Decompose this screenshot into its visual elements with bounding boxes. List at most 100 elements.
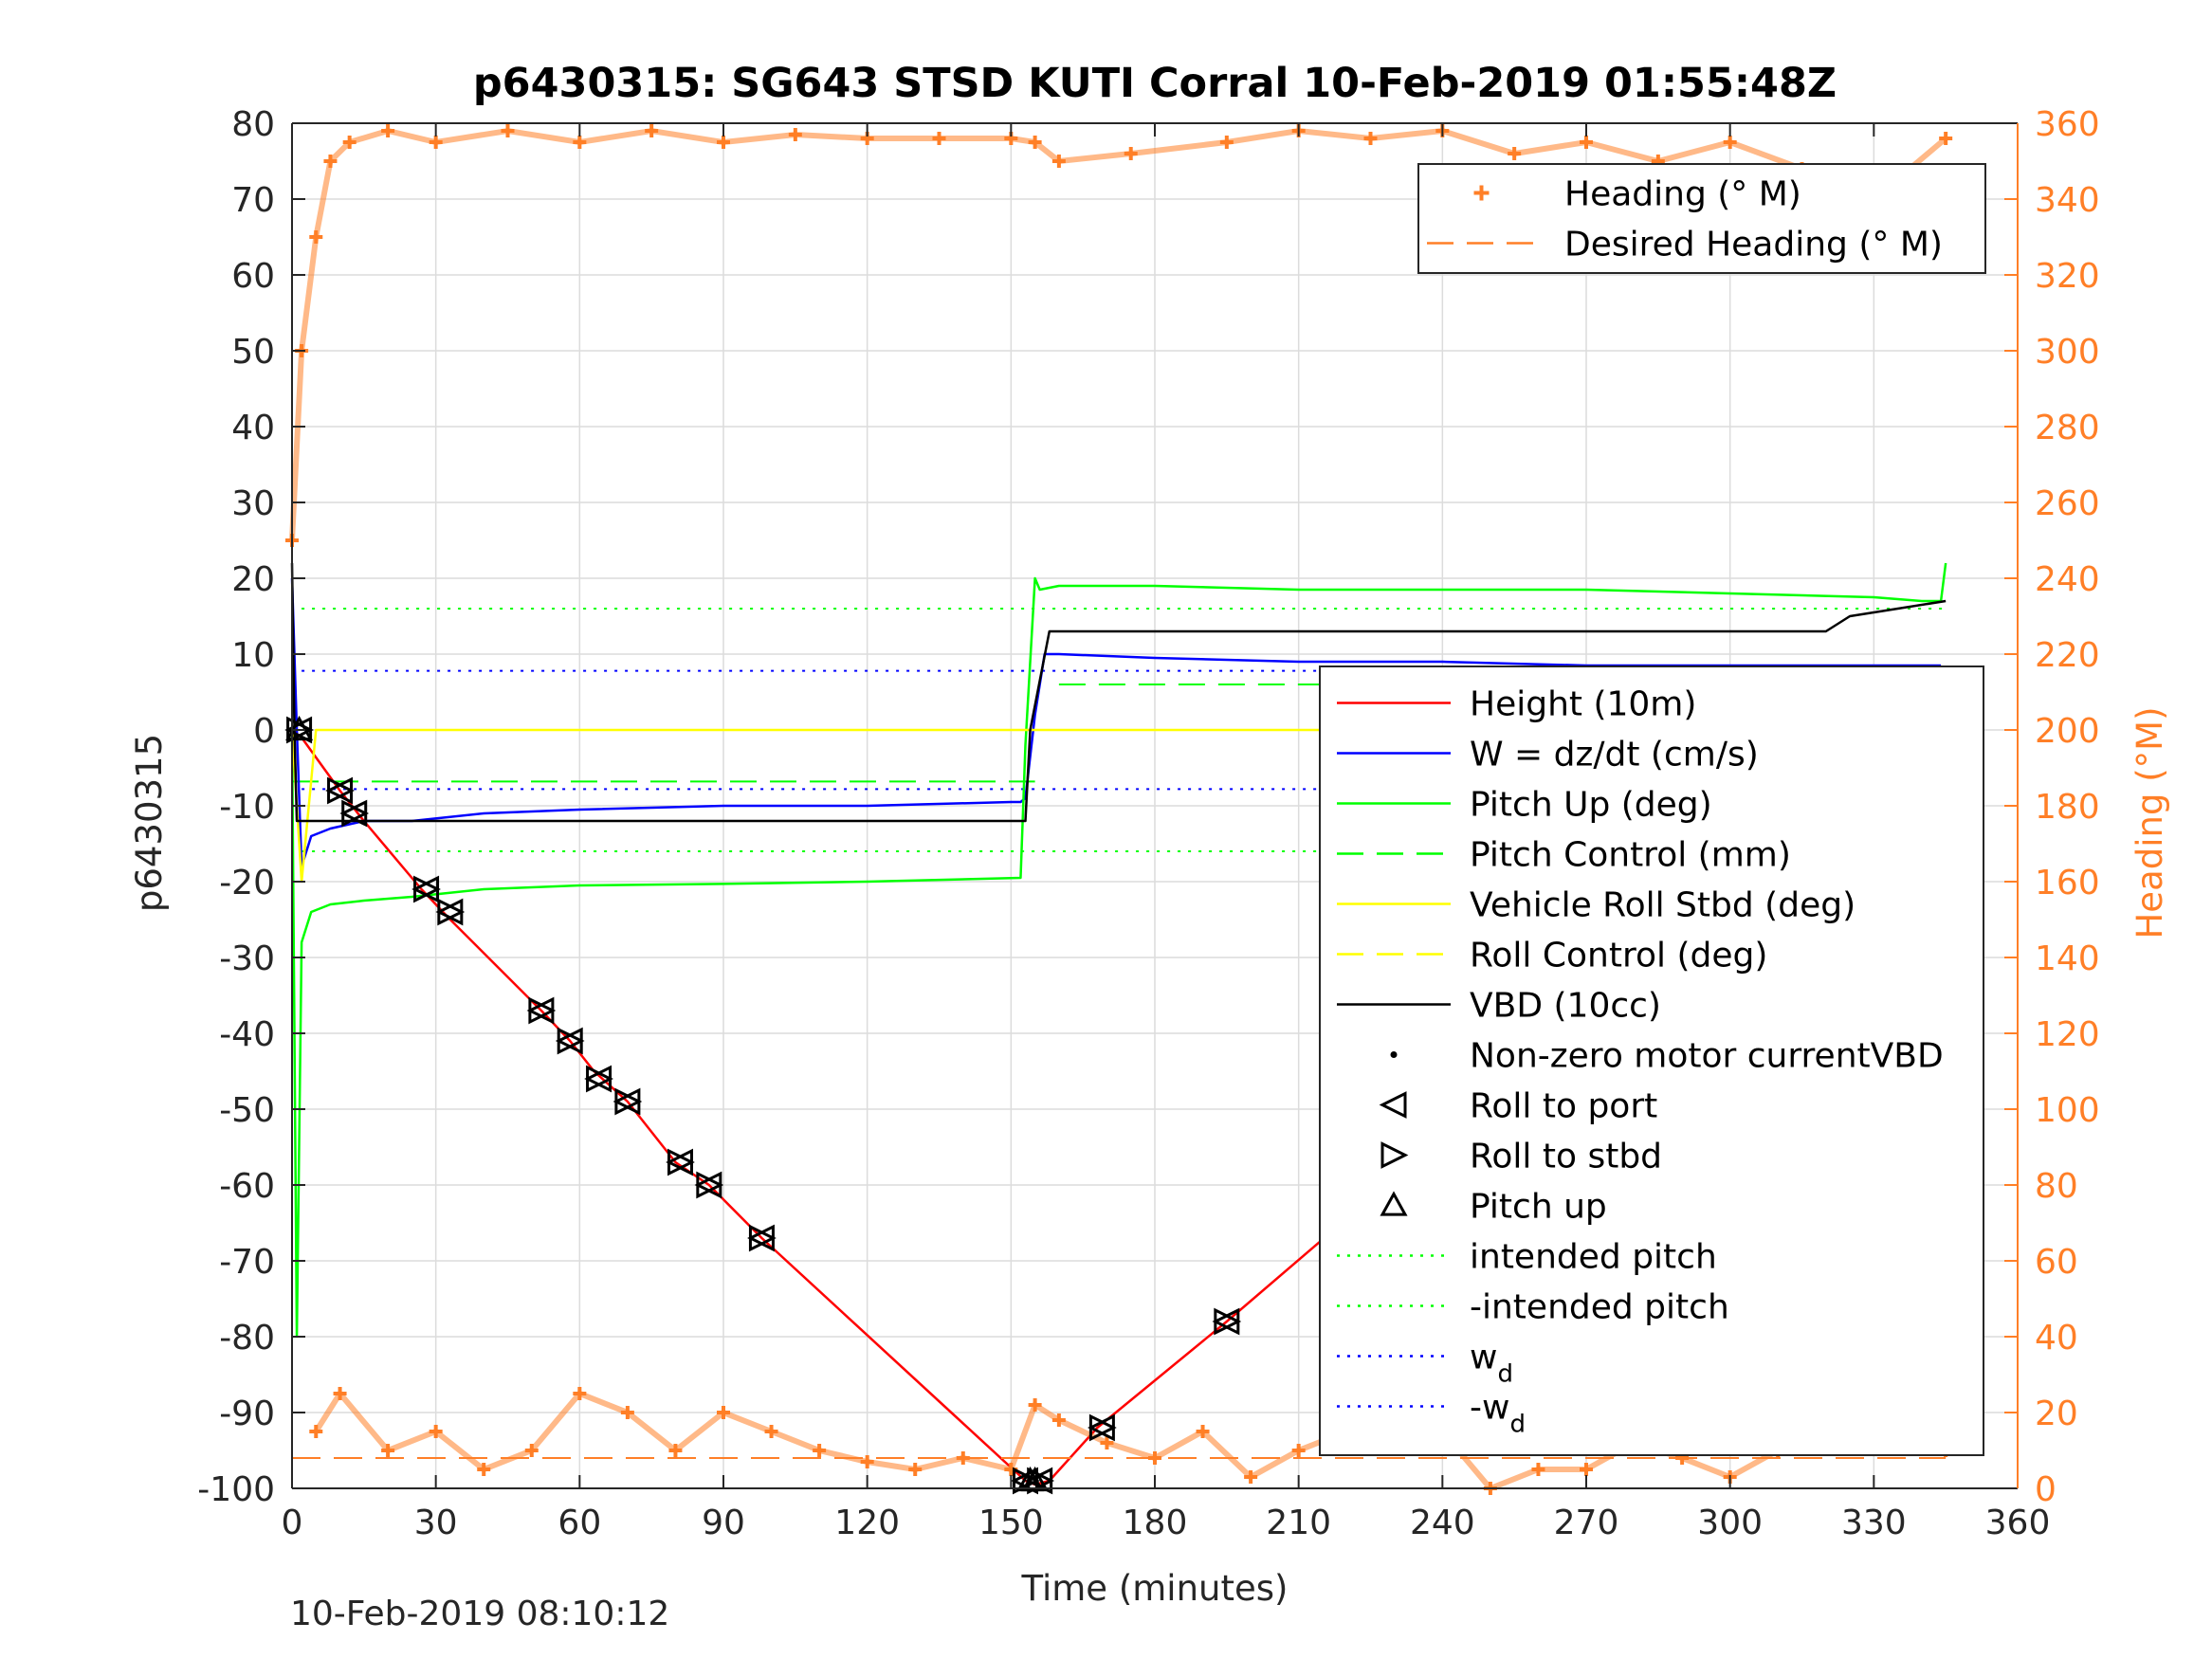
marker-roll-to-stbd [327,776,355,805]
y-tick-label-left: -30 [219,939,275,978]
legend-label: Roll Control (deg) [1470,937,1767,975]
x-tick-label: 210 [1266,1504,1331,1542]
marker-roll-to-stbd [586,1065,613,1093]
marker-pitch-up [1021,1466,1050,1492]
y-tick-label-right: 60 [2035,1243,2078,1282]
legend-item: Non-zero motor currentVBD [1390,1037,1944,1076]
legend-item: Pitch up [1380,1188,1607,1227]
legend-label: VBD (10cc) [1470,987,1661,1026]
x-tick-label: 90 [702,1504,745,1542]
legend-item: Heading (° M) [1473,175,1801,214]
legend-triangle-icon [1380,1191,1408,1216]
series-pitch-up-deg [290,562,1947,1339]
marker-roll-to-stbd [528,996,557,1025]
y-tick-label-left: 10 [231,636,275,675]
legend-label: -intended pitch [1470,1288,1729,1327]
y-tick-label-left: -50 [219,1091,275,1130]
axes [291,122,2019,1489]
y-tick-label-right: 40 [2035,1319,2078,1358]
y-tick-label-right: 240 [2035,560,2100,599]
legend-label-subscript: d [1497,1360,1513,1389]
marker-roll-to-stbd [696,1171,724,1199]
y-tick-label-right: 360 [2035,105,2100,144]
y-tick-label-right: 180 [2035,788,2100,827]
y-axis-label-left: p6430315 [129,734,170,912]
x-tick-label: 0 [282,1504,303,1542]
marker-roll-to-stbd [557,1027,585,1055]
y-tick-label-right: 200 [2035,712,2100,751]
y-tick-label-right: 140 [2035,939,2100,978]
x-tick-label: 120 [834,1504,900,1542]
x-tick-label: 360 [1985,1504,2051,1542]
y-tick-label-left: 40 [231,409,275,447]
chart-title: p6430315: SG643 STSD KUTI Corral 10-Feb-… [473,60,1837,107]
x-tick-label: 330 [1841,1504,1907,1542]
legend-label: Height (10m) [1470,685,1696,724]
x-tick-label: 30 [414,1504,458,1542]
x-tick-label: 300 [1697,1504,1763,1542]
legend-box [1319,665,1984,1456]
marker-roll-to-stbd [341,799,370,828]
y-tick-label-right: 100 [2035,1091,2100,1130]
y-tick-label-right: 300 [2035,333,2100,372]
legend-label: Pitch Up (deg) [1470,786,1712,825]
y-tick-label-left: -10 [219,788,275,827]
marker-roll-to-stbd [1088,1413,1117,1442]
y-tick-label-left: 0 [253,712,275,751]
legend-item: -intended pitch [1337,1288,1729,1327]
y-tick-label-left: -70 [219,1243,275,1282]
marker-roll-to-stbd [748,1224,777,1252]
legend-item: Desired Heading (° M) [1427,226,1943,264]
y-tick-label-left: -90 [219,1395,275,1433]
legend-triangle-icon [1380,1141,1409,1169]
legend-label: intended pitch [1470,1238,1717,1277]
legend-box [1417,163,1986,274]
legend-item: Height (10m) [1337,685,1696,724]
legend-item: W = dz/dt (cm/s) [1337,736,1759,775]
marker-roll-to-stbd [1214,1307,1242,1336]
legend-label: Pitch Control (mm) [1470,836,1791,875]
x-tick-label: 180 [1123,1504,1188,1542]
legend-label: Non-zero motor currentVBD [1470,1037,1944,1076]
y-tick-label-left: -60 [219,1167,275,1206]
y-tick-label-right: 260 [2035,484,2100,523]
x-tick-label: 150 [978,1504,1044,1542]
legend-label-subscript: d [1509,1411,1526,1439]
y-tick-label-left: 50 [231,333,275,372]
legend-label: Roll to stbd [1470,1138,1662,1176]
footer-timestamp: 10-Feb-2019 08:10:12 [290,1595,670,1633]
legend-item: VBD (10cc) [1337,987,1661,1026]
legend-item: Pitch Control (mm) [1337,836,1791,875]
legend-label: Roll to port [1470,1087,1657,1126]
y-tick-label-right: 80 [2035,1167,2078,1206]
marker-roll-to-stbd [286,716,314,744]
legend-label: Heading (° M) [1564,175,1801,214]
y-tick-label-right: 160 [2035,864,2100,902]
legend-label: W = dz/dt (cm/s) [1470,736,1759,775]
y-tick-label-left: 20 [231,560,275,599]
marker-roll-to-stbd [437,898,466,926]
x-tick-label: 240 [1410,1504,1475,1542]
legend-label: Vehicle Roll Stbd (deg) [1470,886,1856,925]
y-tick-label-left: -20 [219,864,275,902]
y-tick-label-right: 280 [2035,409,2100,447]
y-tick-label-right: 340 [2035,181,2100,220]
legend-item: Roll Control (deg) [1337,937,1767,975]
x-tick-label: 60 [558,1504,601,1542]
legend-item: Vehicle Roll Stbd (deg) [1337,886,1856,925]
legend-label: Pitch up [1470,1188,1607,1227]
x-axis-label: Time (minutes) [1021,1568,1289,1609]
marker-roll-to-stbd [614,1087,643,1116]
legend-label: Desired Heading (° M) [1564,226,1943,264]
legend-dot-icon [1390,1051,1398,1058]
y-tick-label-left: 30 [231,484,275,523]
y-tick-label-right: 320 [2035,257,2100,296]
legend-item: Roll to stbd [1380,1138,1662,1176]
y-axis-label-right: Heading (°M) [2130,706,2170,939]
legend-item: Pitch Up (deg) [1337,786,1712,825]
legend-item: Roll to port [1379,1087,1657,1126]
marker-roll-to-stbd [667,1148,695,1176]
legend-main: Height (10m) W = dz/dt (cm/s) Pitch Up (de… [1319,665,1984,1456]
x-tick-label: 270 [1554,1504,1619,1542]
